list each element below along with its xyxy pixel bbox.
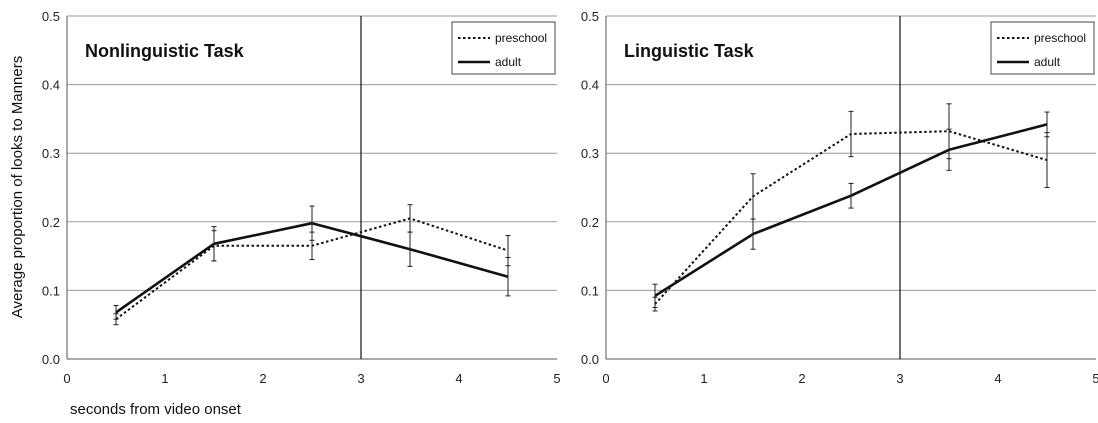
x-tick-label: 1 [700, 371, 707, 386]
y-tick-label: 0.1 [42, 283, 60, 298]
legend: preschool adult [451, 21, 556, 75]
error-bar-preschool [848, 110, 854, 158]
legend-label-preschool: preschool [495, 31, 547, 45]
legend-label-adult: adult [495, 55, 522, 69]
legend: preschool adult [990, 21, 1095, 75]
x-tick-label: 5 [553, 371, 560, 386]
chart-panel-1: 0.0 0.1 0.2 0.3 0.4 0.5 0 1 2 3 4 5 Nonlinguistic Ta… [42, 9, 561, 386]
error-bar-adult [652, 283, 658, 309]
legend-box [990, 21, 1095, 75]
chart-panel-2: 0.0 0.1 0.2 0.3 0.4 0.5 0 1 2 3 4 5 Linguistic Task p… [581, 9, 1098, 386]
error-bar-adult [505, 256, 511, 297]
error-bar-adult [750, 218, 756, 250]
y-tick-label: 0.4 [42, 78, 60, 93]
x-tick-label: 4 [994, 371, 1001, 386]
y-tick-label: 0.4 [581, 78, 599, 93]
x-tick-label: 2 [259, 371, 266, 386]
x-tick-label: 2 [798, 371, 805, 386]
error-bar-adult [113, 304, 119, 320]
x-tick-label: 1 [161, 371, 168, 386]
chart-title: Nonlinguistic Task [85, 41, 245, 61]
legend-label-preschool: preschool [1034, 31, 1086, 45]
error-bar-adult [848, 182, 854, 209]
y-tick-label: 0.2 [581, 215, 599, 230]
x-tick-label: 0 [602, 371, 609, 386]
x-tick-label: 0 [63, 371, 70, 386]
error-bar-adult [309, 205, 315, 241]
y-tick-label: 0.5 [42, 9, 60, 24]
y-tick-label: 0.5 [581, 9, 599, 24]
legend-label-adult: adult [1034, 55, 1061, 69]
chart-title: Linguistic Task [624, 41, 755, 61]
x-tick-label: 4 [455, 371, 462, 386]
x-tick-label: 5 [1092, 371, 1098, 386]
y-tick-label: 0.1 [581, 283, 599, 298]
y-tick-label: 0.3 [581, 146, 599, 161]
error-bar-adult [946, 128, 952, 171]
y-tick-label: 0.3 [42, 146, 60, 161]
error-bar-adult [211, 226, 217, 262]
legend-box [451, 21, 556, 75]
series-line-preschool [654, 130, 1048, 305]
x-tick-label: 3 [357, 371, 364, 386]
y-tick-label: 0.2 [42, 215, 60, 230]
error-bar-adult [407, 231, 413, 267]
y-tick-label: 0.0 [42, 352, 60, 367]
x-tick-label: 3 [896, 371, 903, 386]
y-axis-label: Average proportion of looks to Manners [9, 56, 26, 318]
y-tick-label: 0.0 [581, 352, 599, 367]
x-axis-label: seconds from video onset [70, 401, 242, 418]
error-bar-adult [1044, 111, 1050, 138]
